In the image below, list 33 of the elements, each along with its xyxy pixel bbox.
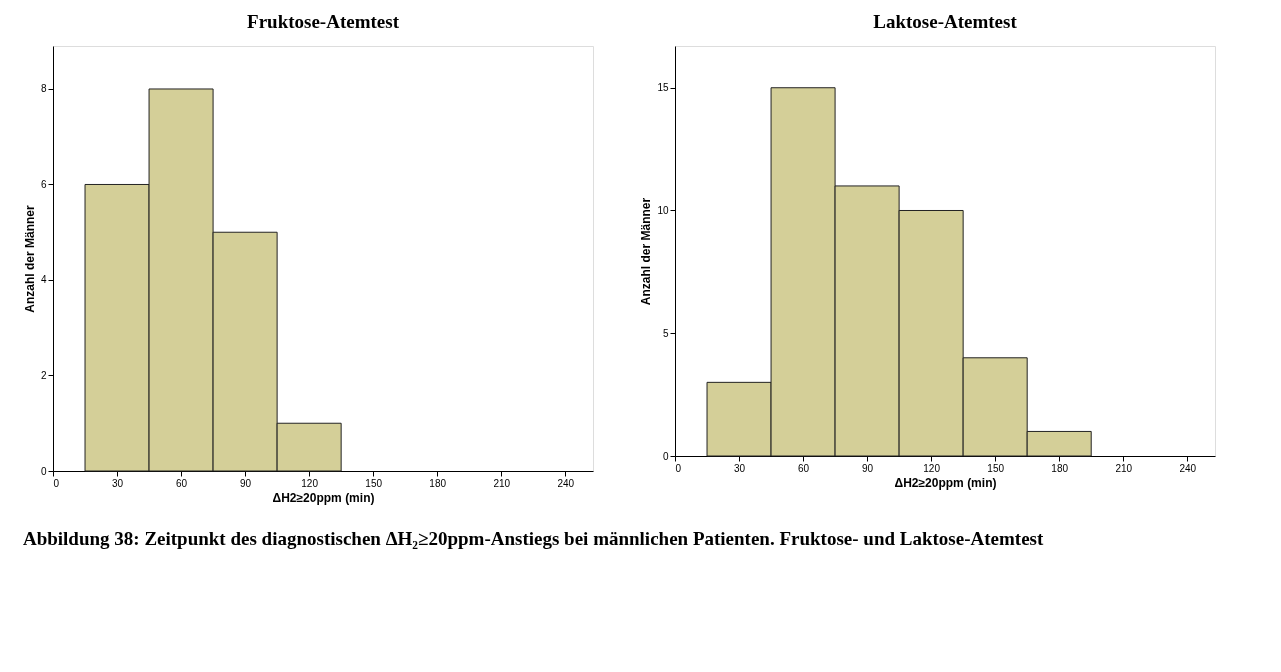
text: Abbildung 38: Zeitpunkt des diagnostischen ΔH₂≥20ppm-Anstiegs bei männlichen Patienten. Fruktose- und Laktose-Atemtest [22, 527, 1044, 549]
y-axis-title: Anzahl der Männer [639, 197, 654, 306]
y-tick-label: 15 [657, 82, 669, 94]
x-tick-label: 150 [987, 462, 1005, 474]
x-tick-label: 90 [862, 462, 874, 474]
x-tick-label: 90 [240, 477, 252, 489]
x-axis-title: ΔH2≥20ppm (min) [894, 475, 997, 490]
y-tick-label: 2 [40, 369, 47, 381]
y-tick-label: 0 [662, 450, 669, 462]
x-tick-label: 210 [1115, 462, 1133, 474]
x-tick-label: 150 [365, 477, 383, 489]
y-axis-title: Anzahl der Männer [22, 205, 37, 313]
y-tick-label: 10 [657, 204, 669, 216]
x-tick-label: 240 [557, 477, 575, 489]
x-tick-label: 30 [733, 462, 746, 474]
y-tick-label: 4 [40, 274, 47, 286]
x-tick-label: 210 [493, 477, 511, 489]
x-tick-label: 0 [53, 477, 60, 489]
x-axis-title: ΔH2≥20ppm (min) [272, 490, 375, 505]
y-tick-label: 5 [662, 327, 669, 339]
y-tick-label: 6 [40, 178, 47, 190]
chart-title: Laktose-Atemtest [873, 11, 1018, 32]
x-tick-label: 240 [1179, 462, 1197, 474]
x-tick-label: 60 [798, 462, 810, 474]
x-tick-label: 120 [301, 477, 319, 489]
chart-title: Fruktose-Atemtest [247, 11, 400, 32]
x-tick-label: 60 [176, 477, 188, 489]
x-tick-label: 30 [111, 477, 124, 489]
y-tick-label: 8 [40, 83, 47, 95]
x-tick-label: 180 [429, 477, 447, 489]
x-tick-label: 0 [675, 462, 682, 474]
x-tick-label: 120 [923, 462, 941, 474]
x-tick-label: 180 [1051, 462, 1069, 474]
